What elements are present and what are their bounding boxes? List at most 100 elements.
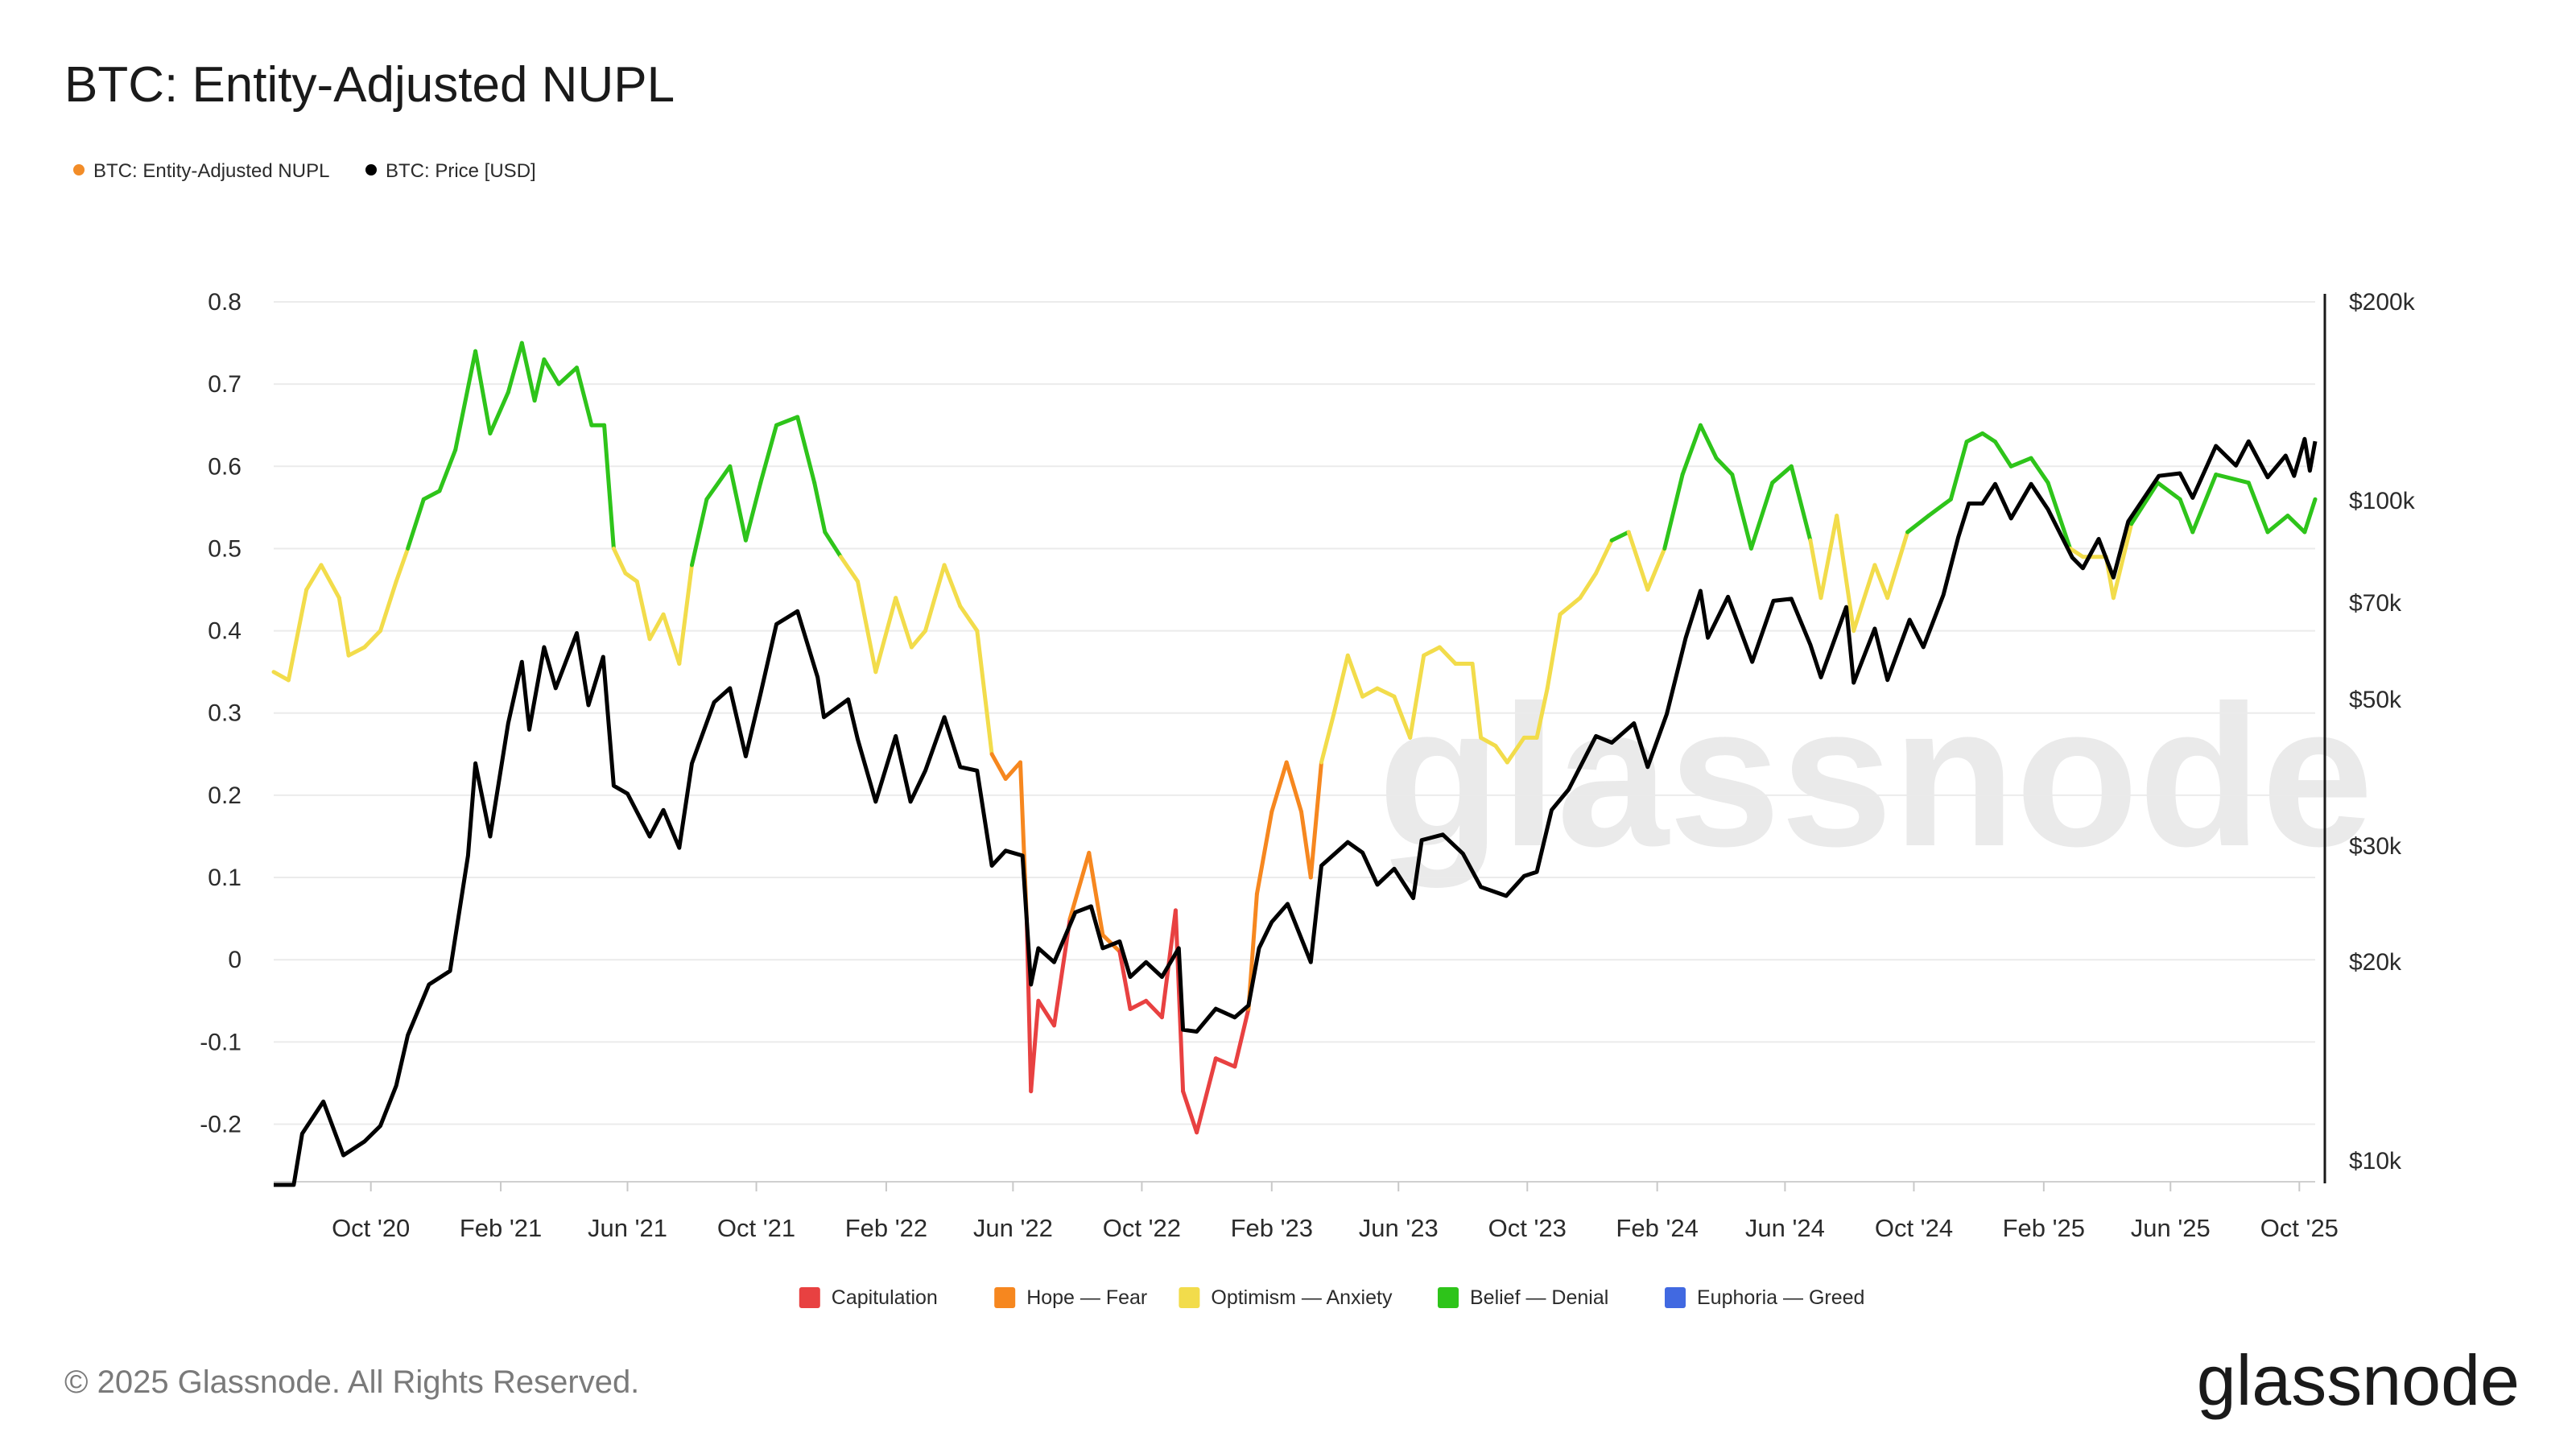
zone-swatch[interactable] <box>1665 1287 1686 1308</box>
nupl-segment <box>1319 711 1336 765</box>
y-right-tick-label: $30k <box>2349 833 2402 860</box>
zone-label[interactable]: Euphoria — Greed <box>1697 1286 1864 1309</box>
zone-swatch[interactable] <box>799 1287 820 1308</box>
nupl-segment <box>473 349 493 436</box>
nupl-segment <box>2008 456 2033 469</box>
nupl-segment <box>421 489 442 502</box>
nupl-segment <box>2111 522 2134 601</box>
nupl-segment <box>1626 530 1650 592</box>
nupl-segment <box>743 481 763 543</box>
nupl-segment <box>1254 809 1274 896</box>
y-right-tick-label: $10k <box>2349 1148 2402 1174</box>
zone-label[interactable]: Capitulation <box>832 1286 938 1309</box>
nupl-segment <box>1558 596 1583 617</box>
y-left-tick-label: 0.7 <box>208 371 242 398</box>
zone-swatch[interactable] <box>1438 1287 1459 1308</box>
y-left-tick-label: 0.2 <box>208 782 242 809</box>
nupl-segment <box>634 579 652 642</box>
nupl-segment <box>1331 653 1350 716</box>
nupl-segment <box>1993 440 2013 469</box>
nupl-segment <box>856 579 878 675</box>
nupl-segment <box>394 546 411 584</box>
nupl-segment <box>774 415 800 427</box>
nupl-segment <box>942 563 963 609</box>
nupl-segment <box>1422 645 1442 658</box>
nupl-segment <box>1067 850 1092 921</box>
nupl-segment <box>532 357 547 403</box>
zone-label[interactable]: Hope — Fear <box>1026 1286 1147 1309</box>
nupl-segment <box>575 365 594 427</box>
nupl-segment <box>1852 563 1877 634</box>
nupl-segment <box>647 612 666 642</box>
x-tick-label: Jun '22 <box>973 1214 1053 1242</box>
y-left-tick-label: 0.1 <box>208 865 242 891</box>
x-tick-label: Jun '21 <box>588 1214 667 1242</box>
x-tick-label: Oct '21 <box>717 1214 795 1242</box>
nupl-segment <box>1036 998 1056 1028</box>
nupl-segment <box>812 481 828 535</box>
nupl-segment <box>1128 998 1149 1011</box>
nupl-segment <box>1181 1089 1199 1135</box>
nupl-segment <box>1980 431 1997 444</box>
nupl-segment <box>1594 538 1614 576</box>
nupl-segment <box>1029 998 1041 1094</box>
y-left-tick-label: 0.5 <box>208 535 242 562</box>
nupl-segment <box>1299 809 1313 880</box>
nupl-segment <box>2302 497 2318 535</box>
nupl-segment <box>1872 563 1890 601</box>
nupl-segment <box>1195 1056 1218 1135</box>
y-axis-left: 0.8 0.7 0.6 0.5 0.4 0.3 0.2 0.1 0 -0.1 -0.2 <box>200 289 242 1137</box>
nupl-segment <box>1578 571 1599 601</box>
zone-swatch[interactable] <box>994 1287 1016 1308</box>
x-tick-label: Oct '23 <box>1488 1214 1567 1242</box>
y-left-tick-label: 0 <box>228 947 242 973</box>
nupl-segment <box>1645 546 1667 592</box>
nupl-segment <box>1662 473 1685 551</box>
y-left-tick-label: 0.8 <box>208 289 242 316</box>
legend-marker <box>365 164 377 175</box>
y-axis-right: $200k $100k $70k $50k $30k $20k $10k <box>2323 289 2416 1183</box>
nupl-segment <box>1698 423 1719 460</box>
nupl-segment <box>542 357 561 386</box>
nupl-segment <box>1408 653 1426 740</box>
zone-legend[interactable]: Capitulation Hope — Fear Optimism — Anxiet… <box>799 1286 1865 1309</box>
nupl-segment <box>1748 481 1775 551</box>
nupl-segment <box>602 423 616 551</box>
zone-swatch[interactable] <box>1179 1287 1200 1308</box>
x-tick-label: Jun '23 <box>1359 1214 1439 1242</box>
nupl-segment <box>453 349 478 452</box>
nupl-segment <box>2285 514 2307 535</box>
nupl-segment <box>506 341 524 394</box>
nupl-segment <box>839 555 860 584</box>
x-tick-label: Feb '24 <box>1616 1214 1698 1242</box>
nupl-segment <box>1948 440 1969 502</box>
zone-label[interactable]: Optimism — Anxiety <box>1211 1286 1393 1309</box>
nupl-segment <box>923 563 947 634</box>
nupl-segment <box>2029 456 2050 485</box>
nupl-segment <box>1789 464 1813 543</box>
price-line <box>274 436 2318 1187</box>
y-right-tick-label: $100k <box>2349 488 2416 514</box>
x-tick-label: Jun '24 <box>1745 1214 1825 1242</box>
x-axis: Oct '20 Feb '21 Jun '21 Oct '21 Feb '22 Jun '… <box>274 1181 2339 1242</box>
brand-logo: glassnode <box>2197 1340 2520 1420</box>
nupl-segment <box>1087 850 1105 938</box>
nupl-segment <box>271 670 291 683</box>
legend-label: BTC: Price [USD] <box>386 160 536 182</box>
nupl-segment <box>823 530 843 559</box>
nupl-segment <box>1052 916 1072 1028</box>
x-tick-label: Jun '25 <box>2131 1214 2211 1242</box>
nupl-segment <box>1505 735 1526 765</box>
nupl-segment <box>1213 1056 1237 1069</box>
zone-label[interactable]: Belief — Denial <box>1470 1286 1608 1309</box>
nupl-segment <box>1808 538 1823 601</box>
nupl-segment <box>795 415 817 485</box>
nupl-segment <box>286 588 309 683</box>
nupl-segment <box>1308 760 1323 880</box>
nupl-segment <box>304 563 324 592</box>
nupl-segment <box>1534 686 1550 740</box>
nupl-segment <box>1493 744 1509 765</box>
nupl-segment <box>909 629 927 650</box>
y-left-tick-label: -0.2 <box>200 1111 242 1137</box>
nupl-segment <box>1609 530 1631 543</box>
